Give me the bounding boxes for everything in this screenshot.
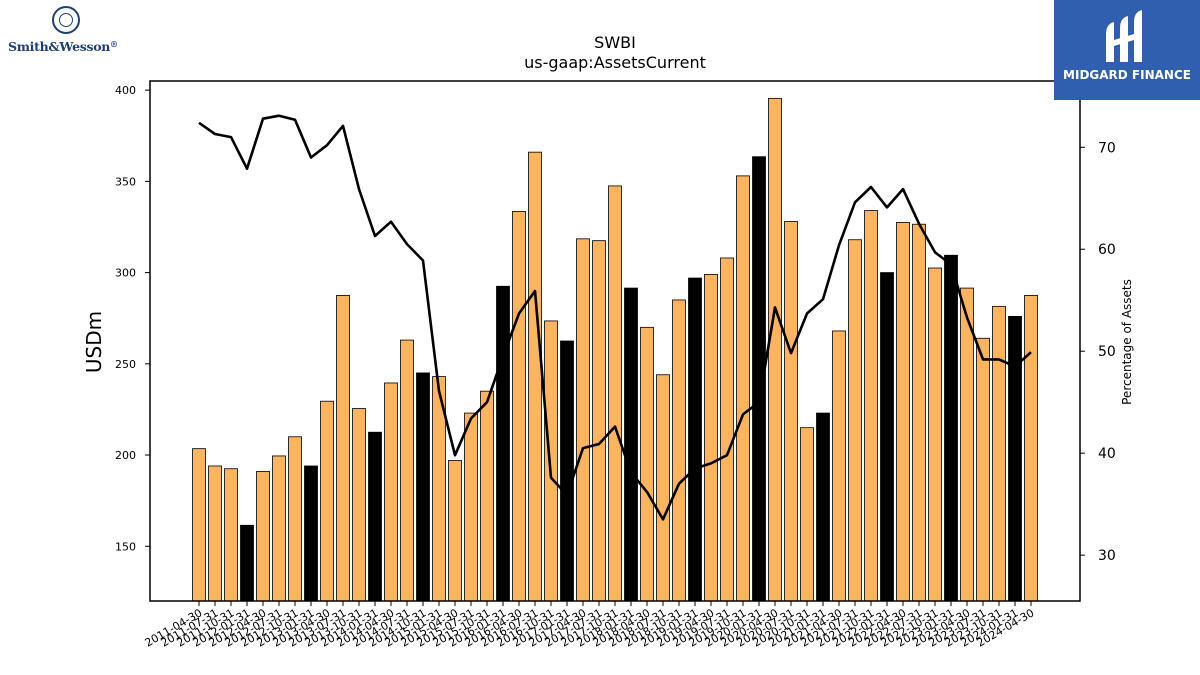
y-axis-label: USDm	[82, 311, 106, 373]
bar	[224, 468, 238, 602]
bar	[800, 427, 814, 602]
y-tick-label: 150	[115, 540, 136, 553]
bar	[496, 285, 510, 602]
logo-left-text: Smith&Wesson	[8, 39, 111, 54]
bar	[512, 211, 526, 602]
line-path	[198, 114, 1032, 521]
bar	[576, 238, 590, 602]
bar	[896, 222, 910, 602]
bar	[608, 185, 622, 602]
line-series	[198, 114, 1032, 521]
bar	[400, 339, 414, 602]
bar	[320, 400, 334, 602]
bar	[272, 455, 286, 602]
bar	[192, 448, 206, 602]
seal-icon	[52, 6, 80, 34]
midgard-finance-logo: MIDGARD FINANCE	[1054, 0, 1200, 100]
bar	[832, 330, 846, 602]
bar	[912, 223, 926, 602]
y2-tick-label: 50	[1098, 344, 1116, 360]
bar	[288, 436, 302, 602]
chart-axes: 15020025030035040030405060702011-04-3020…	[115, 80, 1116, 650]
bar	[704, 274, 718, 602]
y2-axis-label: Percentage of Assets	[1120, 279, 1134, 405]
bar	[384, 382, 398, 602]
bar	[240, 524, 254, 602]
bar	[688, 277, 702, 602]
bar	[976, 337, 990, 602]
bar	[416, 372, 430, 602]
bar	[352, 408, 366, 602]
bar	[1024, 294, 1038, 602]
bar	[944, 254, 958, 602]
bar	[816, 412, 830, 602]
bar	[784, 221, 798, 602]
bar	[768, 97, 782, 602]
bar	[656, 374, 670, 602]
chart-subtitle: us-gaap:AssetsCurrent	[524, 53, 706, 72]
logo-right-text: MIDGARD FINANCE	[1063, 68, 1191, 82]
y2-tick-label: 30	[1098, 548, 1116, 564]
bar	[864, 210, 878, 602]
bar	[304, 465, 318, 602]
bar	[448, 460, 462, 602]
bar	[848, 239, 862, 602]
logo-left-mark: ®	[110, 39, 118, 49]
y2-tick-label: 40	[1098, 446, 1116, 462]
y-tick-label: 350	[115, 175, 136, 188]
bar	[544, 320, 558, 602]
bar	[480, 390, 494, 602]
y2-tick-label: 70	[1098, 140, 1116, 156]
bar-series	[192, 97, 1038, 602]
chart-title: SWBI	[594, 33, 636, 52]
bar	[256, 471, 270, 602]
bar	[624, 287, 638, 602]
bar	[880, 272, 894, 602]
bar	[592, 240, 606, 602]
smith-wesson-logo: Smith&Wesson®	[8, 6, 128, 56]
bar	[1008, 315, 1022, 602]
bar	[736, 175, 750, 602]
y2-tick-label: 60	[1098, 242, 1116, 258]
bar	[560, 340, 574, 602]
bar	[464, 412, 478, 602]
bar	[720, 257, 734, 602]
bar	[208, 465, 222, 602]
y-tick-label: 300	[115, 267, 136, 280]
bar	[960, 287, 974, 602]
bar	[928, 267, 942, 602]
bar	[336, 294, 350, 602]
bar	[368, 431, 382, 602]
bar	[992, 305, 1006, 602]
bar	[640, 326, 654, 602]
midgard-mark-icon	[1106, 10, 1142, 62]
y-tick-label: 400	[115, 84, 136, 97]
y-tick-label: 200	[115, 449, 136, 462]
y-tick-label: 250	[115, 358, 136, 371]
bar	[528, 151, 542, 602]
bar	[672, 299, 686, 602]
